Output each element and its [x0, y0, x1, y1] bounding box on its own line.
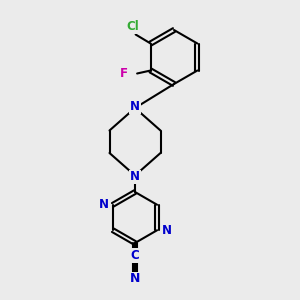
Text: N: N: [130, 170, 140, 184]
Text: C: C: [130, 249, 140, 262]
Text: N: N: [162, 224, 172, 237]
Text: Cl: Cl: [126, 20, 139, 34]
Text: N: N: [98, 198, 108, 211]
Text: F: F: [120, 67, 128, 80]
Text: N: N: [130, 100, 140, 113]
Text: N: N: [130, 272, 140, 286]
